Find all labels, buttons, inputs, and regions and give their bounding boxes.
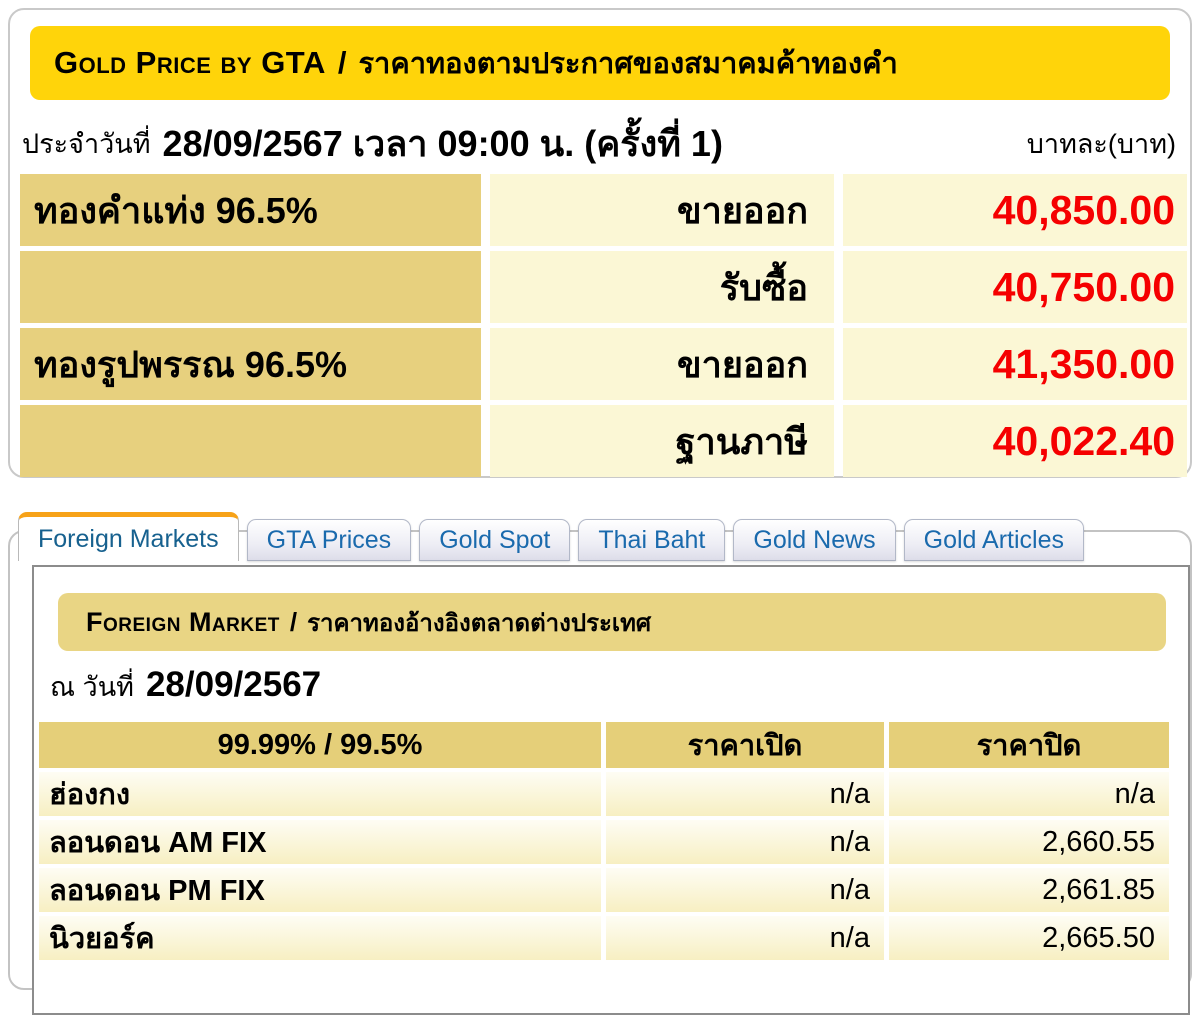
unit-label: บาทละ(บาท) xyxy=(1026,128,1176,159)
close-price-cell: 2,661.85 xyxy=(889,868,1169,912)
tab-gold-news[interactable]: Gold News xyxy=(733,519,896,561)
gold-price-header-bar: Gold Price by GTA / ราคาทองตามประกาศของส… xyxy=(30,26,1170,100)
open-price-cell: n/a xyxy=(606,820,884,864)
market-name-cell: ลอนดอน PM FIX xyxy=(39,868,601,912)
gold-price-date-row: ประจำวันที่ 28/09/2567 เวลา 09:00 น. (คร… xyxy=(22,114,1176,172)
close-price-cell: 2,665.50 xyxy=(889,916,1169,960)
fm-date-label: ณ วันที่ xyxy=(50,672,134,702)
open-price-cell: n/a xyxy=(606,916,884,960)
date-label: ประจำวันที่ xyxy=(22,128,151,159)
foreign-market-table: 99.99% / 99.5% ราคาเปิด ราคาปิด ฮ่องกง n… xyxy=(39,722,1169,960)
market-name-cell: ลอนดอน AM FIX xyxy=(39,820,601,864)
tab-gold-spot[interactable]: Gold Spot xyxy=(419,519,571,561)
gold-row-name xyxy=(20,405,481,477)
gold-price-table: ทองคำแท่ง 96.5% ขายออก 40,850.00 รับซื้อ… xyxy=(20,174,1187,477)
foreign-market-date-row: ณ วันที่ 28/09/2567 xyxy=(50,665,321,708)
gold-row-type: รับซื้อ xyxy=(490,251,834,323)
gold-price-title-th: ราคาทองตามประกาศของสมาคมค้าทองคำ xyxy=(358,48,898,80)
foreign-market-title-th: ราคาทองอ้างอิงตลาดต่างประเทศ xyxy=(307,609,652,637)
tab-foreign-markets[interactable]: Foreign Markets xyxy=(18,512,239,561)
foreign-market-title-en: Foreign Market xyxy=(86,606,280,637)
foreign-market-header-bar: Foreign Market / ราคาทองอ้างอิงตลาดต่างป… xyxy=(58,593,1166,651)
tab-gold-articles[interactable]: Gold Articles xyxy=(903,519,1084,561)
title-separator: / xyxy=(337,45,347,80)
gold-row-type: ฐานภาษี xyxy=(490,405,834,477)
gold-row-name: ทองรูปพรรณ 96.5% xyxy=(20,328,481,400)
column-header-close: ราคาปิด xyxy=(889,722,1169,768)
tab-gta-prices[interactable]: GTA Prices xyxy=(246,519,412,561)
market-tab-bar: Foreign Markets GTA Prices Gold Spot Tha… xyxy=(18,512,1084,561)
gold-price-title-en: Gold Price by GTA xyxy=(54,45,326,80)
column-header-purity: 99.99% / 99.5% xyxy=(39,722,601,768)
gold-row-price: 41,350.00 xyxy=(843,328,1187,400)
gold-row-name: ทองคำแท่ง 96.5% xyxy=(20,174,481,246)
column-header-open: ราคาเปิด xyxy=(606,722,884,768)
close-price-cell: n/a xyxy=(889,772,1169,816)
gold-row-type: ขายออก xyxy=(490,328,834,400)
market-name-cell: นิวยอร์ค xyxy=(39,916,601,960)
tab-thai-baht[interactable]: Thai Baht xyxy=(578,519,726,561)
gold-row-price: 40,850.00 xyxy=(843,174,1187,246)
gold-row-price: 40,750.00 xyxy=(843,251,1187,323)
foreign-market-outer-panel: Foreign Market / ราคาทองอ้างอิงตลาดต่างป… xyxy=(8,530,1192,1015)
gold-price-panel: Gold Price by GTA / ราคาทองตามประกาศของส… xyxy=(8,8,1192,478)
gold-row-type: ขายออก xyxy=(490,174,834,246)
market-name-cell: ฮ่องกง xyxy=(39,772,601,816)
date-value: 28/09/2567 เวลา 09:00 น. (ครั้งที่ 1) xyxy=(162,122,723,164)
open-price-cell: n/a xyxy=(606,868,884,912)
gold-row-name xyxy=(20,251,481,323)
open-price-cell: n/a xyxy=(606,772,884,816)
gold-row-price: 40,022.40 xyxy=(843,405,1187,477)
fm-date-value: 28/09/2567 xyxy=(145,665,322,704)
foreign-market-content-panel: Foreign Market / ราคาทองอ้างอิงตลาดต่างป… xyxy=(32,565,1190,1015)
close-price-cell: 2,660.55 xyxy=(889,820,1169,864)
title-separator: / xyxy=(289,606,298,637)
